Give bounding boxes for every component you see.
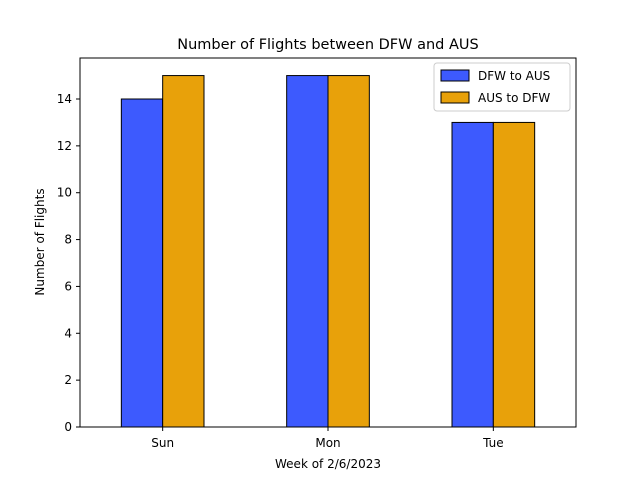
chart-title: Number of Flights between DFW and AUS	[177, 37, 478, 53]
y-tick-label-2: 2	[64, 373, 72, 387]
y-tick-label-4: 4	[64, 326, 72, 340]
y-axis-ticks: 0 2 4 6 8 10 12 14	[57, 92, 80, 434]
y-tick-label-0: 0	[64, 420, 72, 434]
bar-aus-to-dfw-mon	[327, 75, 370, 428]
x-tick-label-mon: Mon	[315, 436, 340, 450]
y-tick-label-14: 14	[57, 92, 72, 106]
legend: DFW to AUS AUS to DFW	[433, 62, 571, 112]
x-tick-label-tue: Tue	[482, 436, 504, 450]
bar-aus-to-dfw-tue	[492, 121, 536, 428]
x-tick-label-sun: Sun	[151, 436, 174, 450]
legend-swatch-aus-to-dfw	[440, 91, 470, 104]
bar-dfw-to-aus-mon	[286, 75, 329, 428]
bar-dfw-to-aus-tue	[451, 121, 494, 428]
x-axis-ticks: Sun Mon Tue	[151, 427, 504, 450]
y-tick-label-10: 10	[57, 186, 72, 200]
y-tick-label-6: 6	[64, 279, 72, 293]
y-tick-label-8: 8	[64, 233, 72, 247]
y-axis-label: Number of Flights	[33, 188, 47, 295]
x-axis-label: Week of 2/6/2023	[275, 457, 381, 471]
y-tick-label-12: 12	[57, 139, 72, 153]
bar-dfw-to-aus-sun	[120, 98, 164, 428]
bar-aus-to-dfw-sun	[162, 75, 205, 428]
bars-group	[120, 75, 536, 428]
legend-label-dfw-to-aus: DFW to AUS	[478, 69, 550, 83]
legend-swatch-dfw-to-aus	[440, 69, 470, 82]
plot-frame	[79, 57, 577, 428]
legend-label-aus-to-dfw: AUS to DFW	[478, 91, 550, 105]
